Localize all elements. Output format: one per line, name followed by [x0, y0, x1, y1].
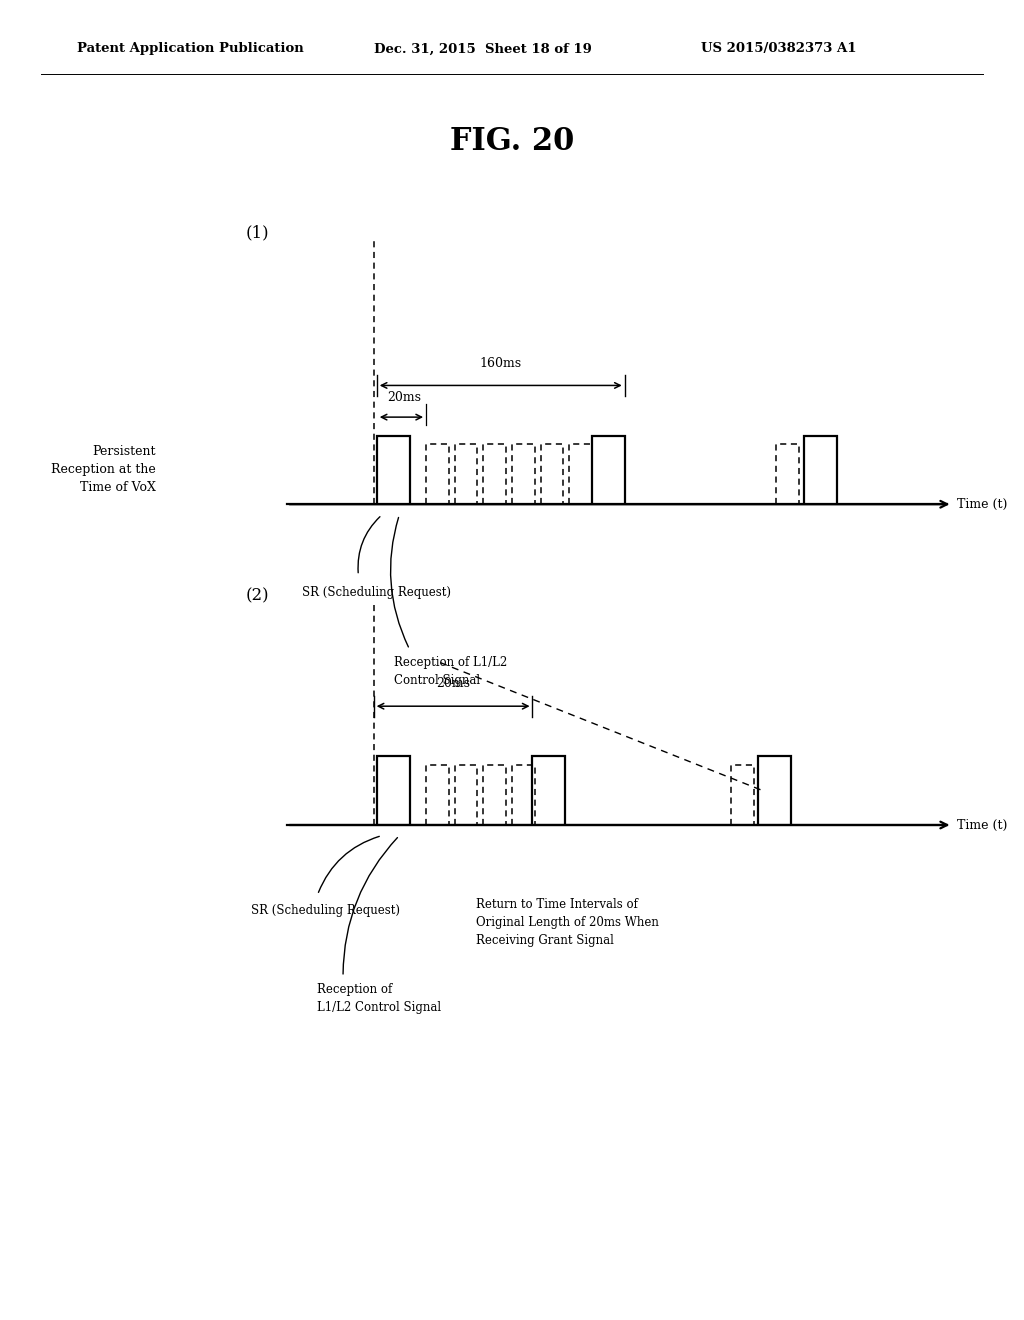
Text: Reception of
L1/L2 Control Signal: Reception of L1/L2 Control Signal: [317, 983, 441, 1014]
Text: (2): (2): [246, 587, 269, 605]
Text: US 2015/0382373 A1: US 2015/0382373 A1: [701, 42, 857, 55]
Text: Return to Time Intervals of
Original Length of 20ms When
Receiving Grant Signal: Return to Time Intervals of Original Len…: [476, 898, 659, 946]
Text: 160ms: 160ms: [479, 356, 522, 370]
Text: Time (t): Time (t): [957, 498, 1008, 511]
Text: Persistent
Reception at the
Time of VoX: Persistent Reception at the Time of VoX: [51, 445, 156, 495]
Text: Reception of L1/L2
Control Signal: Reception of L1/L2 Control Signal: [394, 656, 508, 686]
Text: SR (Scheduling Request): SR (Scheduling Request): [251, 904, 400, 917]
Text: FIG. 20: FIG. 20: [450, 125, 574, 157]
Text: 20ms: 20ms: [436, 677, 470, 690]
Text: (1): (1): [246, 224, 269, 242]
Text: Time (t): Time (t): [957, 818, 1008, 832]
Text: SR (Scheduling Request): SR (Scheduling Request): [302, 586, 452, 599]
Text: Patent Application Publication: Patent Application Publication: [77, 42, 303, 55]
Text: 20ms: 20ms: [387, 391, 422, 404]
Text: Dec. 31, 2015  Sheet 18 of 19: Dec. 31, 2015 Sheet 18 of 19: [374, 42, 592, 55]
